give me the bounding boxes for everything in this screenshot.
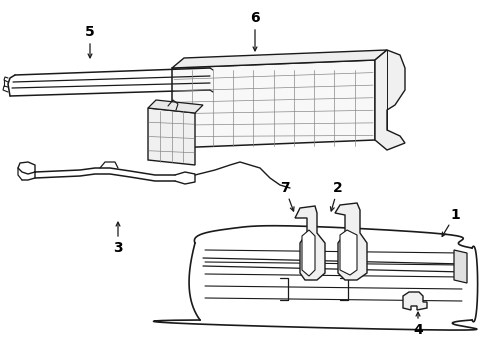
Polygon shape <box>148 100 203 113</box>
Text: 4: 4 <box>413 323 423 337</box>
Text: 1: 1 <box>450 208 460 222</box>
Polygon shape <box>340 230 357 275</box>
Polygon shape <box>335 203 367 280</box>
Text: 3: 3 <box>113 241 123 255</box>
Polygon shape <box>403 292 427 310</box>
Polygon shape <box>172 50 387 68</box>
Polygon shape <box>454 250 467 283</box>
Polygon shape <box>302 230 315 276</box>
Polygon shape <box>148 108 195 165</box>
Text: 2: 2 <box>333 181 343 195</box>
Text: 5: 5 <box>85 25 95 39</box>
Polygon shape <box>295 206 325 280</box>
Polygon shape <box>172 60 375 148</box>
Text: 7: 7 <box>280 181 290 195</box>
Polygon shape <box>375 50 405 150</box>
Text: 6: 6 <box>250 11 260 25</box>
